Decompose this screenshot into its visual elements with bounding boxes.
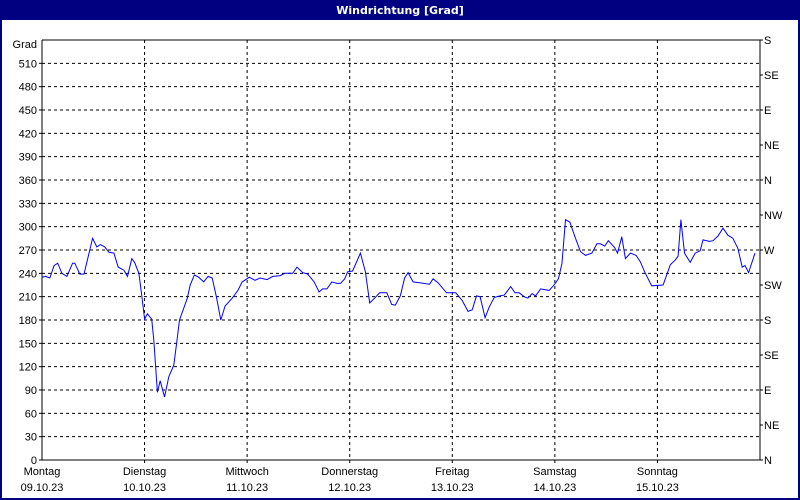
y-tick-label: 510 — [19, 58, 37, 70]
y-tick-label: 480 — [19, 82, 37, 94]
y-tick-label: 240 — [19, 268, 37, 280]
y-tick-label: 270 — [19, 245, 37, 257]
x-tick-date: 12.10.23 — [328, 482, 371, 494]
right-tick-label: SW — [764, 280, 782, 292]
x-tick-date: 14.10.23 — [533, 482, 576, 494]
x-tick-date: 09.10.23 — [21, 482, 64, 494]
y-tick-label: 450 — [19, 105, 37, 117]
right-tick-label: SE — [764, 70, 779, 82]
right-tick-label: SE — [764, 350, 779, 362]
right-tick-label: E — [764, 105, 771, 117]
y-tick-label: 420 — [19, 128, 37, 140]
y-tick-label: 120 — [19, 362, 37, 374]
y-tick-label: 300 — [19, 222, 37, 234]
y-tick-label: 210 — [19, 292, 37, 304]
x-tick-date: 15.10.23 — [636, 482, 679, 494]
y-tick-label: 330 — [19, 198, 37, 210]
x-tick-day: Freitag — [435, 466, 469, 478]
x-tick-day: Dienstag — [123, 466, 166, 478]
right-tick-label: NE — [764, 420, 779, 432]
x-tick-date: 11.10.23 — [226, 482, 268, 494]
x-tick-day: Mittwoch — [225, 466, 268, 478]
right-tick-label: S — [764, 35, 771, 47]
series-line — [41, 218, 756, 398]
x-tick-date: 10.10.23 — [123, 482, 166, 494]
y-tick-label: 180 — [19, 315, 37, 327]
x-tick-date: 13.10.23 — [431, 482, 474, 494]
y-tick-label: 30 — [25, 432, 37, 444]
y-tick-label: 0 — [31, 455, 37, 467]
right-tick-label: NW — [764, 210, 783, 222]
y-axis-label: Grad — [13, 39, 37, 51]
x-tick-day: Samstag — [533, 466, 576, 478]
right-tick-label: N — [764, 175, 772, 187]
x-tick-day: Montag — [24, 466, 61, 478]
y-tick-label: 390 — [19, 152, 37, 164]
y-tick-label: 90 — [25, 385, 37, 397]
right-tick-label: N — [764, 455, 772, 467]
right-tick-label: E — [764, 385, 771, 397]
right-tick-label: NE — [764, 140, 779, 152]
right-tick-label: W — [764, 245, 775, 257]
x-tick-day: Sonntag — [637, 466, 678, 478]
title-bar: Windrichtung [Grad] — [2, 2, 798, 20]
right-tick-label: S — [764, 315, 771, 327]
y-tick-label: 150 — [19, 338, 37, 350]
y-tick-label: 60 — [25, 408, 37, 420]
x-tick-day: Donnerstag — [321, 466, 378, 478]
y-tick-label: 360 — [19, 175, 37, 187]
